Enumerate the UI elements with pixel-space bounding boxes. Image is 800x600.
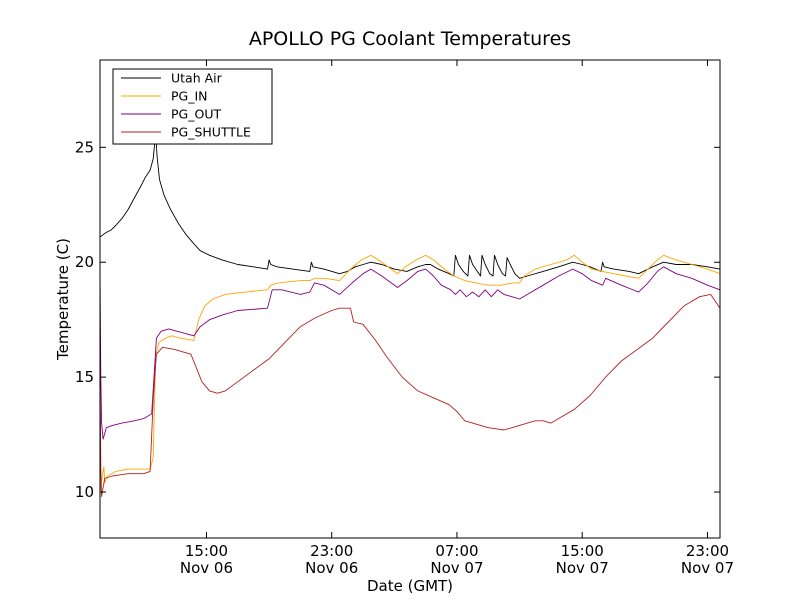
x-tick-label-time: 15:00: [561, 542, 604, 560]
y-tick-label: 10: [75, 483, 94, 501]
x-tick-label-date: Nov 07: [681, 559, 734, 577]
chart-title: APOLLO PG Coolant Temperatures: [249, 28, 571, 50]
x-tick-label-time: 23:00: [310, 542, 353, 560]
legend: Utah Air PG_IN PG_OUT PG_SHUTTLE: [112, 68, 273, 145]
series-line-utah-air: [99, 133, 721, 279]
x-tick-label-date: Nov 06: [305, 559, 358, 577]
legend-label: PG_SHUTTLE: [171, 125, 251, 140]
x-tick-label-date: Nov 06: [180, 559, 233, 577]
series-line-pg-out: [99, 266, 721, 440]
x-tick-label-time: 07:00: [435, 542, 478, 560]
y-tick-label: 25: [75, 138, 94, 156]
series-layer: [99, 133, 721, 498]
y-tick-label: 20: [75, 253, 94, 271]
x-tick-label-time: 23:00: [686, 542, 729, 560]
series-line-pg-in: [99, 254, 721, 493]
legend-label: PG_OUT: [171, 107, 221, 122]
plot-frame: [99, 59, 721, 539]
y-tick-label: 15: [75, 368, 94, 386]
legend-label: PG_IN: [171, 89, 208, 104]
legend-label: Utah Air: [171, 71, 223, 86]
series-line-pg-shuttle: [99, 293, 721, 498]
x-tick-label-time: 15:00: [185, 542, 228, 560]
y-axis-label: Temperature (C): [54, 238, 72, 361]
x-axis-label: Date (GMT): [367, 577, 453, 595]
x-tick-label-date: Nov 07: [556, 559, 609, 577]
x-tick-label-date: Nov 07: [430, 559, 483, 577]
